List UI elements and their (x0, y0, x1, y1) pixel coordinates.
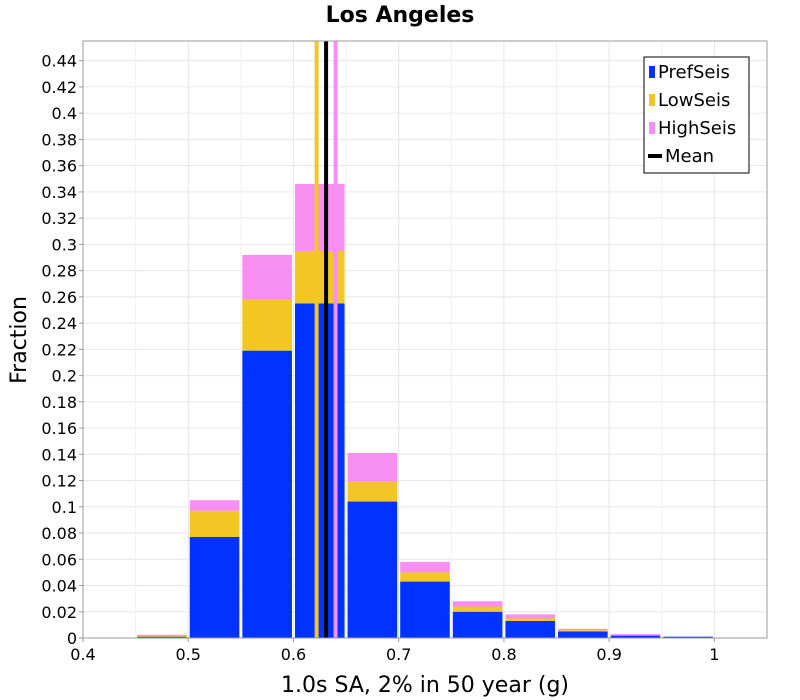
y-tick-label: 0.1 (52, 498, 77, 517)
bar-highseis-0 (137, 634, 187, 636)
legend-swatch-highseis (649, 122, 655, 134)
legend: PrefSeis LowSeis HighSeis Mean (643, 56, 750, 174)
y-tick-label: 0.2 (52, 367, 77, 386)
y-tick-label: 0.3 (52, 235, 77, 254)
bar-highseis-9 (610, 634, 661, 636)
x-tick-label: 0.5 (176, 645, 201, 664)
bar-lowseis-2 (242, 299, 292, 351)
bar-lowseis-5 (400, 572, 450, 582)
bar-highseis-6 (452, 601, 503, 607)
bar-highseis-1 (189, 500, 240, 511)
y-tick-label: 0.02 (41, 603, 77, 622)
bar-lowseis-9 (610, 634, 661, 636)
x-tick-label: 0.8 (491, 645, 516, 664)
x-axis-label: 1.0s SA, 2% in 50 year (g) (281, 673, 569, 698)
legend-label-lowseis: LowSeis (658, 90, 730, 111)
y-tick-label: 0.12 (41, 472, 77, 491)
legend-swatch-lowseis (649, 94, 655, 106)
legend-label-mean: Mean (665, 146, 714, 167)
bar-prefseis-7 (505, 620, 556, 638)
bar-lowseis-7 (505, 618, 556, 621)
y-tick-label: 0.4 (52, 104, 77, 123)
bar-highseis-7 (505, 614, 556, 619)
bar-prefseis-2 (242, 350, 292, 638)
y-tick-label: 0.34 (41, 183, 77, 202)
bar-prefseis-1 (189, 536, 240, 638)
x-tick-label: 0.6 (281, 645, 306, 664)
bar-prefseis-10 (663, 636, 713, 638)
bar-lowseis-1 (189, 510, 240, 537)
plot-border (82, 40, 768, 639)
legend-label-prefseis: PrefSeis (658, 62, 730, 83)
y-tick-label: 0.04 (41, 577, 77, 596)
y-tick-label: 0.36 (41, 157, 77, 176)
y-tick-label: 0.42 (41, 78, 77, 97)
y-tick-label: 0.28 (41, 262, 77, 281)
y-tick-label: 0.08 (41, 524, 77, 543)
x-tick-label: 1 (709, 645, 719, 664)
bar-lowseis-4 (347, 481, 398, 502)
bar-prefseis-0 (137, 636, 187, 638)
y-axis-label: Fraction (7, 296, 32, 384)
bar-lowseis-8 (558, 630, 608, 632)
y-tick-label: 0.18 (41, 393, 77, 412)
bar-prefseis-4 (347, 501, 398, 638)
legend-swatch-mean (648, 154, 662, 158)
y-tick-label: 0.32 (41, 209, 77, 228)
chart-title: Los Angeles (326, 3, 475, 28)
bar-prefseis-9 (610, 635, 661, 638)
bars (137, 184, 713, 638)
y-tick-label: 0.38 (41, 130, 77, 149)
y-tick-label: 0 (67, 629, 77, 648)
y-axis: 0 0.02 0.04 0.06 0.08 0.1 0.12 0.14 0.16 0.18 0.2 0… (41, 52, 83, 648)
bar-lowseis-0 (137, 635, 187, 637)
bar-highseis-4 (347, 452, 398, 482)
y-tick-label: 0.14 (41, 445, 77, 464)
x-tick-label: 0.9 (596, 645, 621, 664)
y-tick-label: 0.24 (41, 314, 77, 333)
y-tick-label: 0.26 (41, 288, 77, 307)
bar-highseis-2 (242, 254, 292, 300)
bar-highseis-5 (400, 561, 450, 573)
x-tick-label: 0.4 (70, 645, 95, 664)
x-tick-label: 0.7 (386, 645, 411, 664)
bar-prefseis-5 (400, 581, 450, 638)
bar-prefseis-6 (452, 611, 503, 638)
x-axis: 0.4 0.5 0.6 0.7 0.8 0.9 1 (70, 638, 719, 664)
y-tick-label: 0.22 (41, 340, 77, 359)
y-tick-label: 0.16 (41, 419, 77, 438)
bar-lowseis-6 (452, 606, 503, 612)
legend-label-highseis: HighSeis (658, 118, 736, 139)
y-tick-label: 0.44 (41, 52, 77, 71)
legend-box (643, 56, 750, 174)
y-tick-label: 0.06 (41, 550, 77, 569)
bar-highseis-8 (558, 628, 608, 631)
bar-prefseis-8 (558, 631, 608, 638)
mean-lines (314, 41, 338, 638)
legend-swatch-prefseis (649, 66, 655, 78)
